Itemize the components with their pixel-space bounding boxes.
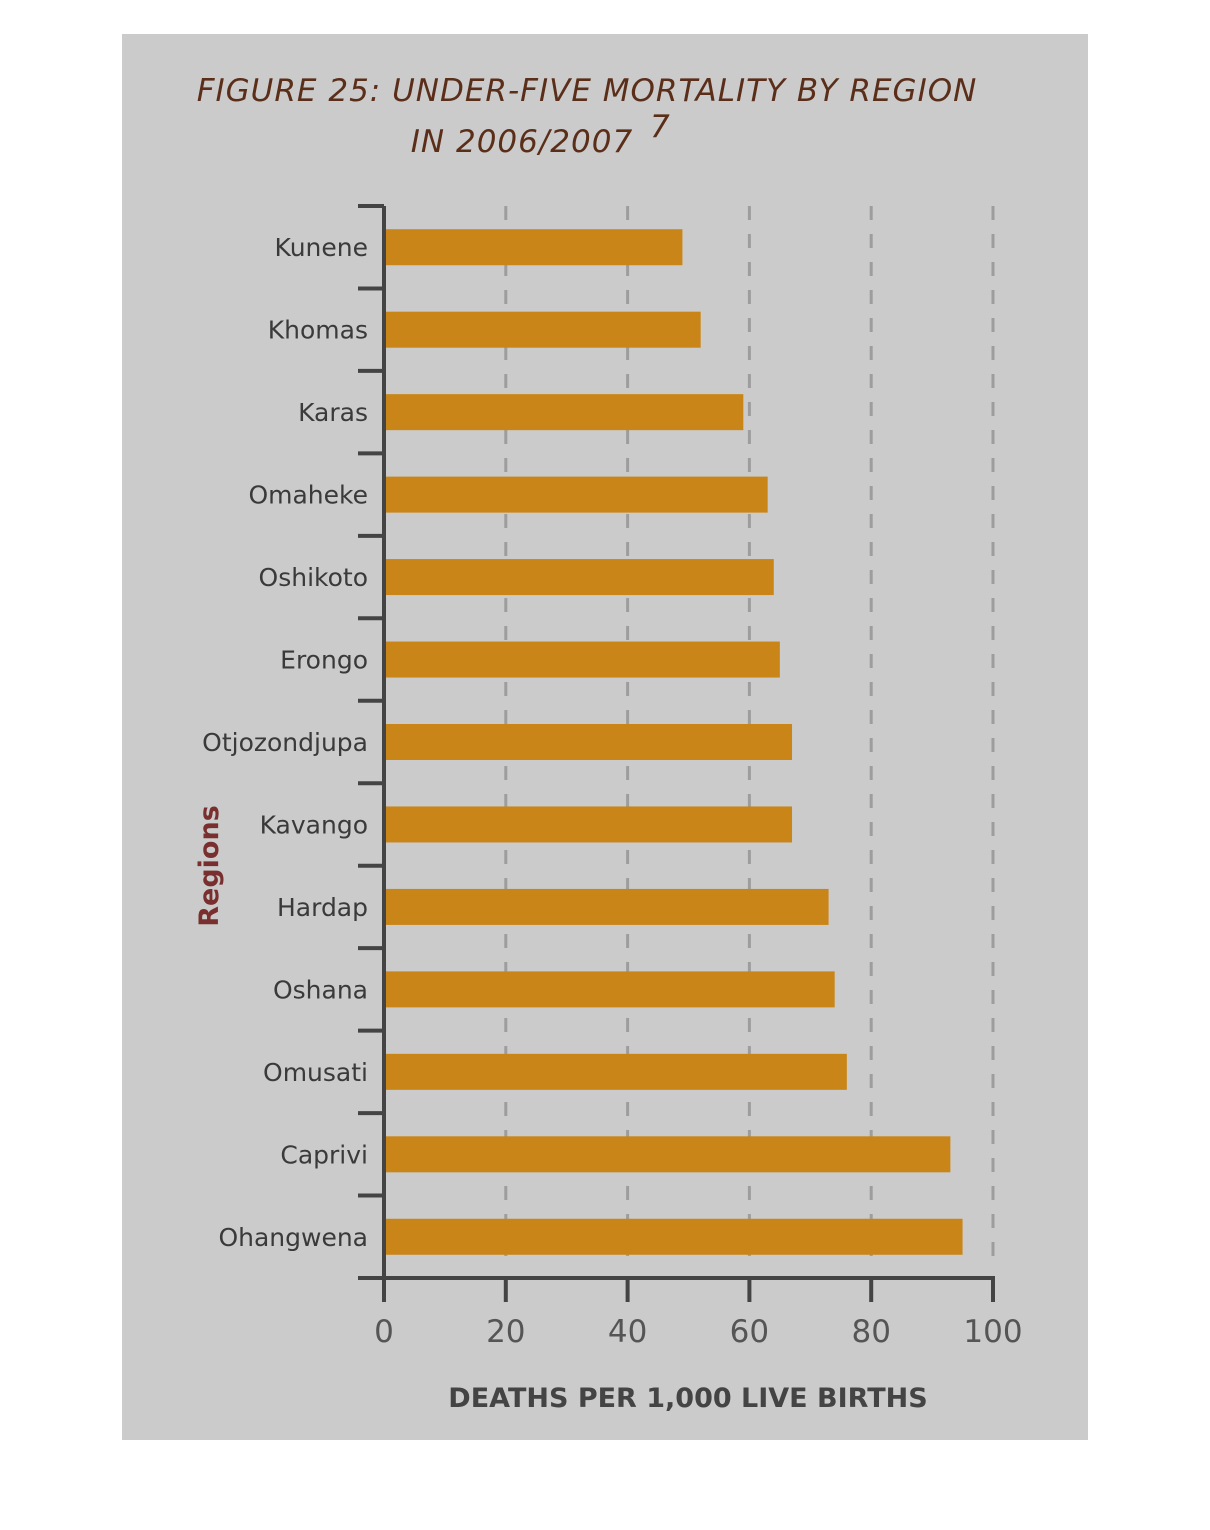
category-label-omaheke: Omaheke bbox=[248, 481, 368, 510]
bar-kavango bbox=[386, 806, 793, 843]
bar-omaheke bbox=[386, 476, 768, 513]
x-tick-label-40: 40 bbox=[608, 1314, 647, 1350]
category-label-erongo: Erongo bbox=[280, 646, 368, 675]
bar-otjozondjupa bbox=[386, 724, 793, 760]
bar-ohangwena bbox=[386, 1218, 963, 1255]
x-tick-label-60: 60 bbox=[730, 1314, 769, 1350]
category-label-omusati: Omusati bbox=[263, 1058, 368, 1087]
bar-oshikoto bbox=[386, 559, 774, 596]
bars bbox=[386, 229, 963, 1255]
bar-hardap bbox=[386, 888, 829, 925]
bar-caprivi bbox=[386, 1136, 951, 1173]
bar-kunene bbox=[386, 229, 683, 266]
x-tick-label-0: 0 bbox=[374, 1314, 394, 1350]
category-labels: Kunene Khomas Karas Omaheke Oshikoto Erongo Ot… bbox=[202, 233, 368, 1252]
bar-oshana bbox=[386, 971, 835, 1008]
category-label-karas: Karas bbox=[298, 398, 368, 427]
category-label-oshikoto: Oshikoto bbox=[259, 563, 368, 592]
y-axis-label: Regions bbox=[194, 805, 225, 927]
chart-title-line1: FIGURE 25: UNDER-FIVE MORTALITY BY REGIO… bbox=[197, 73, 978, 109]
x-axis-label: DEATHS PER 1,000 LIVE BIRTHS bbox=[448, 1383, 927, 1414]
bar-karas bbox=[386, 394, 744, 431]
category-label-hardap: Hardap bbox=[277, 893, 368, 922]
x-tick-labels: 0 20 40 60 80 100 bbox=[374, 1314, 1022, 1350]
chart-title-line2: IN 2006/2007 bbox=[411, 124, 633, 160]
category-label-oshana: Oshana bbox=[273, 975, 368, 1004]
chart-panel: FIGURE 25: UNDER-FIVE MORTALITY BY REGIO… bbox=[122, 34, 1088, 1440]
bar-khomas bbox=[386, 311, 701, 348]
category-label-kunene: Kunene bbox=[275, 233, 368, 262]
chart-title-superscript: 7 bbox=[650, 109, 671, 145]
x-tick-label-20: 20 bbox=[486, 1314, 525, 1350]
x-tick-label-80: 80 bbox=[851, 1314, 890, 1350]
category-label-otjozondjupa: Otjozondjupa bbox=[202, 728, 368, 757]
bar-omusati bbox=[386, 1053, 847, 1090]
category-label-kavango: Kavango bbox=[260, 810, 368, 839]
bar-chart: FIGURE 25: UNDER-FIVE MORTALITY BY REGIO… bbox=[194, 73, 1023, 1414]
category-label-ohangwena: Ohangwena bbox=[218, 1223, 368, 1252]
category-label-caprivi: Caprivi bbox=[280, 1140, 368, 1169]
x-tick-label-100: 100 bbox=[963, 1314, 1022, 1350]
category-label-khomas: Khomas bbox=[268, 316, 368, 345]
bar-erongo bbox=[386, 641, 780, 678]
axes bbox=[358, 204, 995, 1302]
